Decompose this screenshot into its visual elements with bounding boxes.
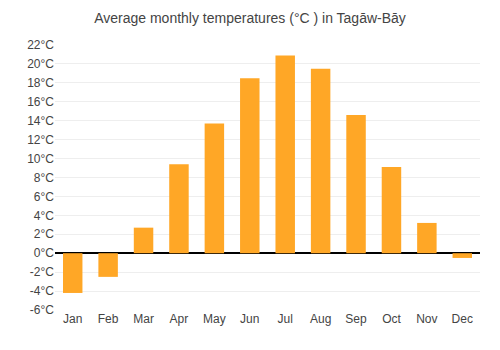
svg-text:10°C: 10°C: [27, 152, 54, 166]
svg-text:Nov: Nov: [416, 312, 437, 326]
svg-text:16°C: 16°C: [27, 95, 54, 109]
svg-text:Oct: Oct: [382, 312, 401, 326]
svg-text:-2°C: -2°C: [30, 265, 54, 279]
svg-text:12°C: 12°C: [27, 133, 54, 147]
svg-text:Jan: Jan: [63, 312, 82, 326]
svg-text:Apr: Apr: [170, 312, 189, 326]
svg-text:Feb: Feb: [98, 312, 119, 326]
svg-text:Aug: Aug: [310, 312, 331, 326]
svg-text:18°C: 18°C: [27, 76, 54, 90]
svg-text:Jul: Jul: [278, 312, 293, 326]
svg-text:-6°C: -6°C: [30, 303, 54, 317]
svg-text:Sep: Sep: [345, 312, 367, 326]
svg-text:Jun: Jun: [240, 312, 259, 326]
svg-text:22°C: 22°C: [27, 38, 54, 52]
svg-text:Average monthly temperatures (: Average monthly temperatures (°C ) in Ta…: [94, 10, 406, 26]
svg-text:2°C: 2°C: [34, 227, 54, 241]
svg-text:May: May: [203, 312, 226, 326]
svg-text:-4°C: -4°C: [30, 284, 54, 298]
svg-text:6°C: 6°C: [34, 190, 54, 204]
svg-text:4°C: 4°C: [34, 209, 54, 223]
svg-text:8°C: 8°C: [34, 171, 54, 185]
svg-text:0°C: 0°C: [34, 246, 54, 260]
svg-text:14°C: 14°C: [27, 114, 54, 128]
svg-text:20°C: 20°C: [27, 57, 54, 71]
svg-text:Dec: Dec: [452, 312, 473, 326]
svg-text:Mar: Mar: [133, 312, 154, 326]
